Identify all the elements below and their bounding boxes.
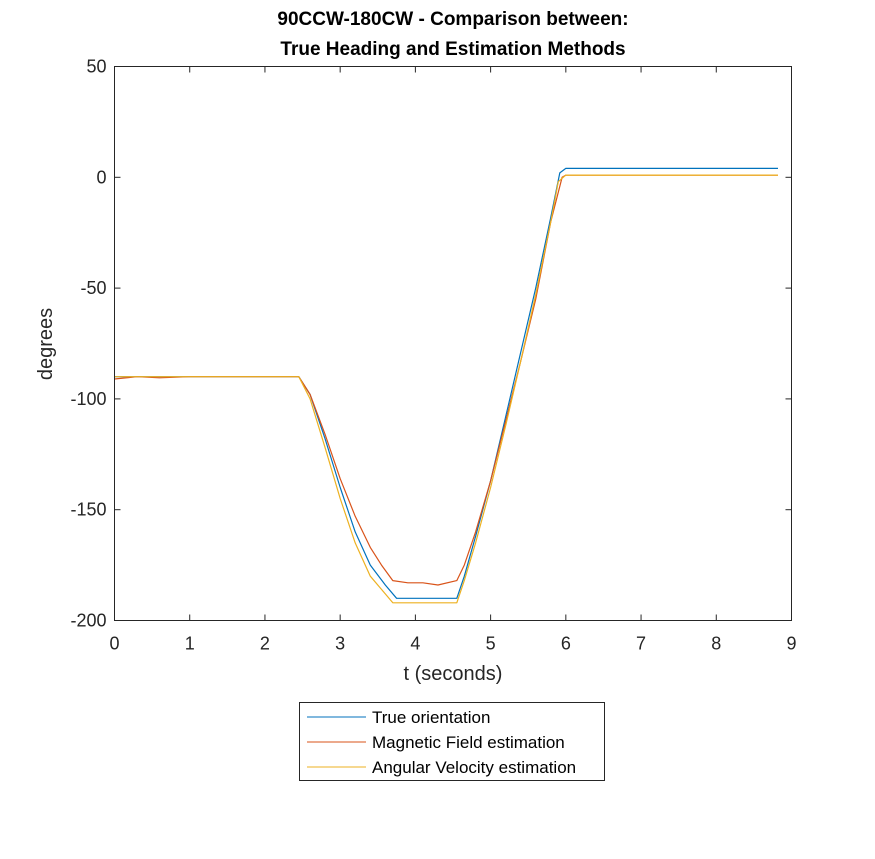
chart-title: 90CCW-180CW - Comparison between: True H… [277,9,628,60]
x-tick-label: 5 [486,634,496,654]
series-line-angular-velocity-estimation [114,174,778,604]
y-tick-label: 50 [86,57,106,77]
x-tick-label: 1 [185,634,195,654]
x-tick-label: 8 [711,634,721,654]
y-axis-label: degrees [35,308,57,380]
x-tick-label: 7 [636,634,646,654]
y-tick-label: -150 [70,500,106,520]
ticks-layer: 0 1 2 3 4 5 6 7 8 9 50 0 -50 -100 -150 -200 [70,57,796,654]
chart-title-line-2: True Heading and Estimation Methods [280,39,625,60]
plot-area [114,66,792,621]
y-tick-label: -50 [80,278,106,298]
legend-label-magnetic-field: Magnetic Field estimation [372,733,565,752]
x-tick-label: 3 [335,634,345,654]
legend-label-angular-velocity: Angular Velocity estimation [372,758,576,777]
y-tick-label: 0 [96,167,106,187]
axes-box [114,66,792,621]
legend-label-true-orientation: True orientation [372,708,490,727]
y-tick-label: -100 [70,389,106,409]
x-tick-label: 9 [786,634,796,654]
legend: True orientation Magnetic Field estimati… [299,702,605,781]
x-tick-label: 4 [410,634,420,654]
y-tick-label: -200 [70,611,106,631]
x-tick-label: 0 [109,634,119,654]
x-axis-label: t (seconds) [404,663,503,685]
x-tick-label: 2 [260,634,270,654]
series-layer [114,167,778,604]
chart-title-line-1: 90CCW-180CW - Comparison between: [277,9,628,30]
x-tick-label: 6 [561,634,571,654]
